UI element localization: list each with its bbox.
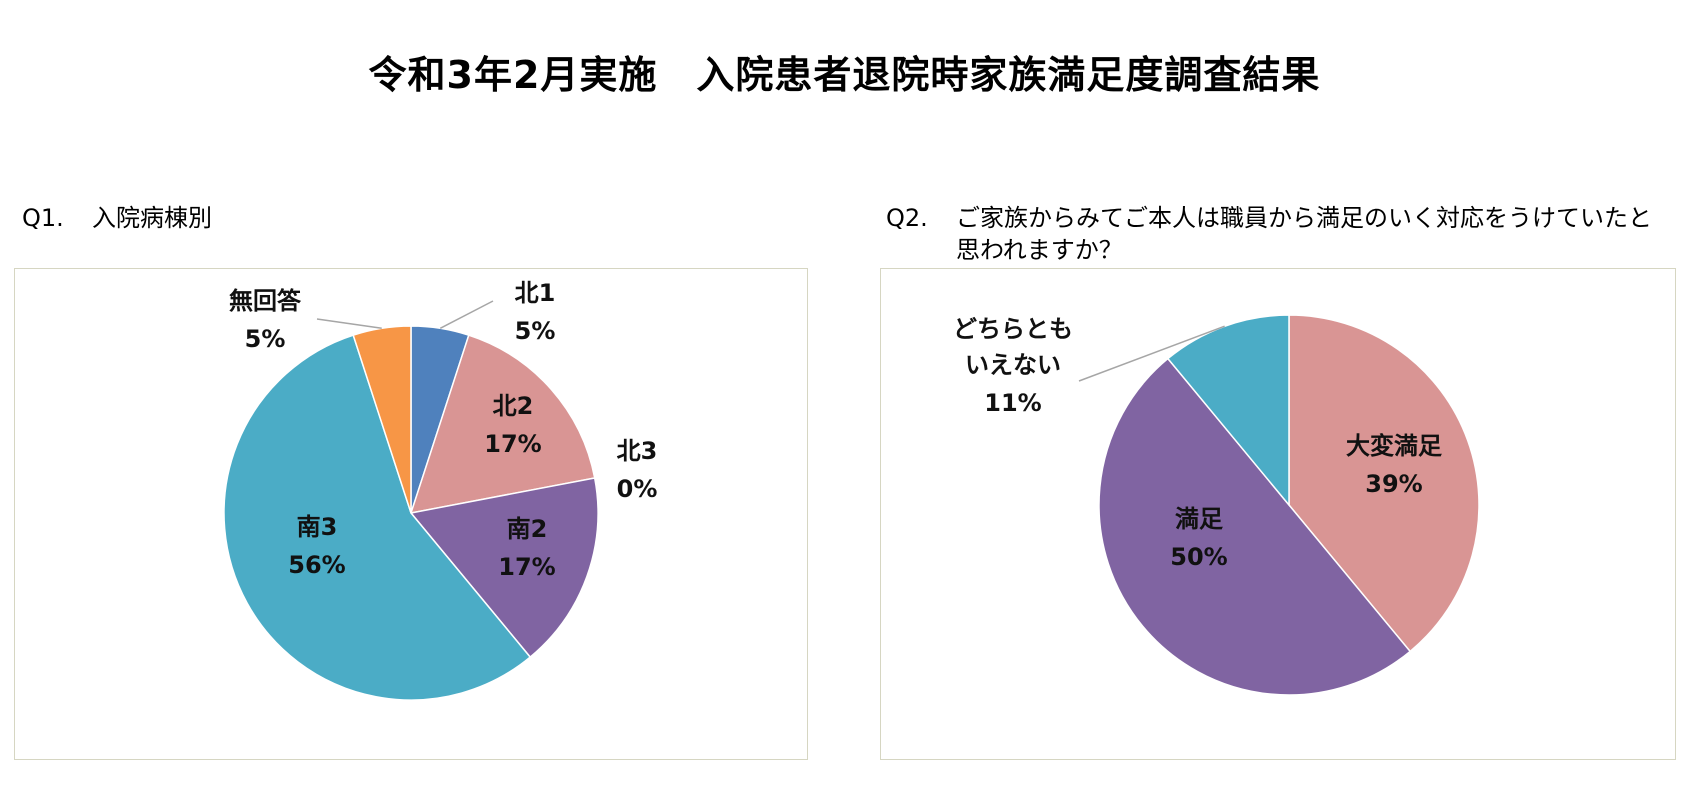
slice-label: 無回答 5%: [229, 287, 302, 353]
chart-panel-satisfaction: 大変満足 39% 満足 50% どちらともいえない 11%: [880, 268, 1676, 760]
slice-label: 満足 50%: [1170, 505, 1227, 571]
question-1-text: 入院病棟別: [92, 204, 212, 232]
slice-label: 北1 5%: [515, 279, 556, 345]
pie-slice: [223, 334, 532, 701]
pie-chart-satisfaction: 大変満足 39% 満足 50% どちらともいえない 11%: [953, 314, 1480, 696]
leader-line: [316, 318, 382, 330]
slice-label: 大変満足 39%: [1346, 432, 1442, 498]
pie-slice: [409, 477, 599, 659]
slice-label: 南3 56%: [288, 513, 345, 579]
leader-line: [1078, 325, 1225, 382]
slice-label: 北2 17%: [484, 392, 541, 458]
pie-slice: [1288, 314, 1480, 653]
question-2: Q2. ご家族からみてご本人は職員から満足のいく対応をうけていたと思われますか？: [886, 202, 1666, 266]
pie-slice: [409, 334, 596, 514]
question-2-text: ご家族からみてご本人は職員から満足のいく対応をうけていたと思われますか？: [956, 204, 1652, 264]
chart-panel-ward: 北1 5% 北2 17% 北3 0% 南2 17% 南3 56% 無回答 5%: [14, 268, 808, 760]
pie-slice: [352, 325, 412, 514]
pie-chart-ward: 北1 5% 北2 17% 北3 0% 南2 17% 南3 56% 無回答 5%: [223, 279, 658, 701]
question-2-number: Q2.: [886, 204, 928, 232]
question-1-number: Q1.: [22, 204, 64, 232]
slice-label: どちらともいえない 11%: [953, 315, 1073, 417]
leader-line: [439, 300, 494, 329]
page-title: 令和3年2月実施 入院患者退院時家族満足度調査結果: [368, 53, 1321, 97]
pie-slice: [1098, 357, 1412, 696]
slice-label: 南2 17%: [498, 515, 555, 581]
slice-label: 北3 0%: [617, 437, 658, 503]
question-1: Q1. 入院病棟別: [22, 202, 212, 234]
